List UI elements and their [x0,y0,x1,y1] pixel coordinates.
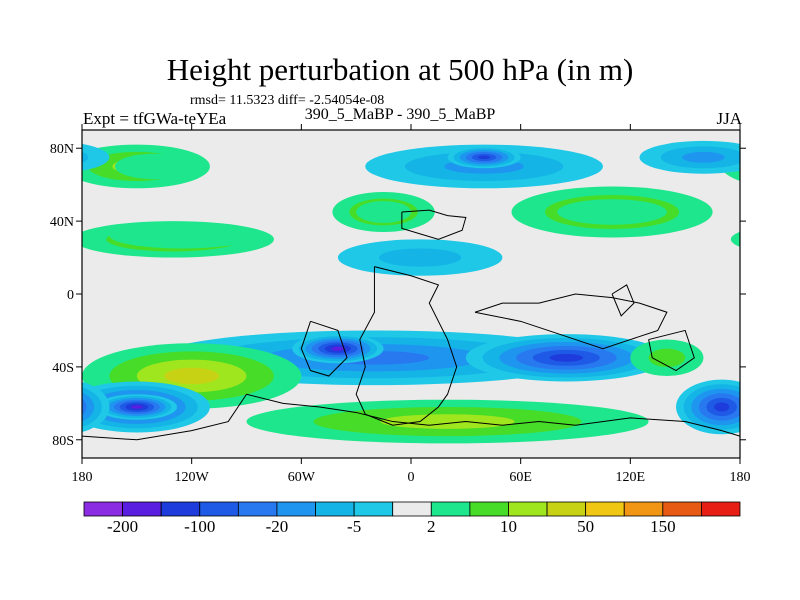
contour-band-19-6 [714,402,730,412]
lat-tick-label-0: 80N [50,142,74,157]
lon-tick-label-1: 120W [175,470,210,485]
experiment-label: Expt = tfGWa-teYEa [83,109,227,128]
coastline-4 [300,320,348,377]
colorbar-label-7: 150 [650,517,676,536]
colorbar-swatch-0 [83,501,123,517]
contour-band-3-1 [109,222,256,249]
coastline-3 [611,284,635,317]
colorbar-swatch-2 [160,501,201,517]
contour-band-13-7 [331,346,345,351]
colorbar-swatch-3 [199,501,239,517]
contour-band-8-6 [478,155,491,160]
contour-band-14-6 [549,353,584,362]
colorbar-swatch-5 [276,501,316,517]
contour-field [82,140,740,444]
colorbar-swatch-1 [122,501,162,517]
lon-tick-label-5: 120E [616,470,646,485]
coastline-5 [246,393,740,437]
colorbar-label-3: -5 [347,517,361,536]
map-plot-area [81,129,741,459]
contour-band-wrap-11-2 [82,151,89,163]
contour-band-wrap-11-1 [82,143,110,171]
colorbar-label-6: 50 [577,517,594,536]
coastline-0 [401,209,467,240]
contour-band-10-1 [557,199,667,225]
colorbar-swatch-13 [585,501,625,517]
colorbar: -200 -100 -20 -5 2 10 50 150 [83,501,741,536]
colorbar-swatch-9 [430,501,471,517]
lat-tick-label-2: 0 [67,288,74,303]
colorbar-swatch-14 [623,501,664,517]
lat-tick-label-1: 40N [50,215,74,230]
lat-tick-label-3: 40S [52,361,74,376]
lon-tick-label-6: 180 [730,470,751,485]
coastline-6 [82,393,247,441]
coastline-7 [648,329,695,372]
comparison-label: 390_5_MaBP - 390_5_MaBP [304,106,496,123]
contour-band-16-3 [380,414,515,429]
colorbar-swatch-4 [237,501,278,517]
colorbar-swatch-12 [546,501,587,517]
contour-band-wrap-17-2 [733,397,740,417]
contour-band-wrap-19-4 [82,398,87,416]
colorbar-label-4: 2 [427,517,436,536]
map-axes: 80N 40N 0 40S 80S 180 120W 60W 0 60E 120E 180 [50,124,751,485]
colorbar-label-2: -20 [266,517,289,536]
contour-band-20-2 [648,348,686,367]
coastlines [82,209,740,441]
contour-band-1-1 [114,153,196,180]
plot-title: Height perturbation at 500 hPa (in m) [166,52,634,87]
contour-band-11-3 [682,151,725,163]
contour-band-5-1 [356,201,412,223]
lon-tick-label-4: 60E [509,470,532,485]
contour-band-18-7 [131,405,143,409]
coastline-1 [355,266,458,426]
contour-band-6-2 [379,248,462,267]
colorbar-swatch-7 [353,501,394,517]
lon-tick-label-2: 60W [288,470,316,485]
colorbar-label-1: -100 [184,517,215,536]
season-label: JJA [716,109,742,128]
contour-band-15-4 [164,367,220,385]
colorbar-swatch-10 [469,501,509,517]
colorbar-swatch-11 [508,501,548,517]
contour-band-wrap-2-1 [730,231,740,247]
colorbar-swatch-16 [701,501,741,517]
colorbar-swatch-8 [392,501,432,517]
contour-band-wrap-19-3 [82,392,95,422]
colorbar-swatch-6 [315,501,355,517]
lon-tick-label-3: 0 [408,470,415,485]
colorbar-label-5: 10 [500,517,517,536]
colorbar-swatch-15 [662,501,702,517]
lat-tick-label-4: 80S [52,434,74,449]
colorbar-label-0: -200 [107,517,138,536]
lon-tick-label-0: 180 [72,470,93,485]
stats-line: rmsd= 11.5323 diff= -2.54054e-08 [190,93,385,108]
coastline-2 [474,293,668,350]
